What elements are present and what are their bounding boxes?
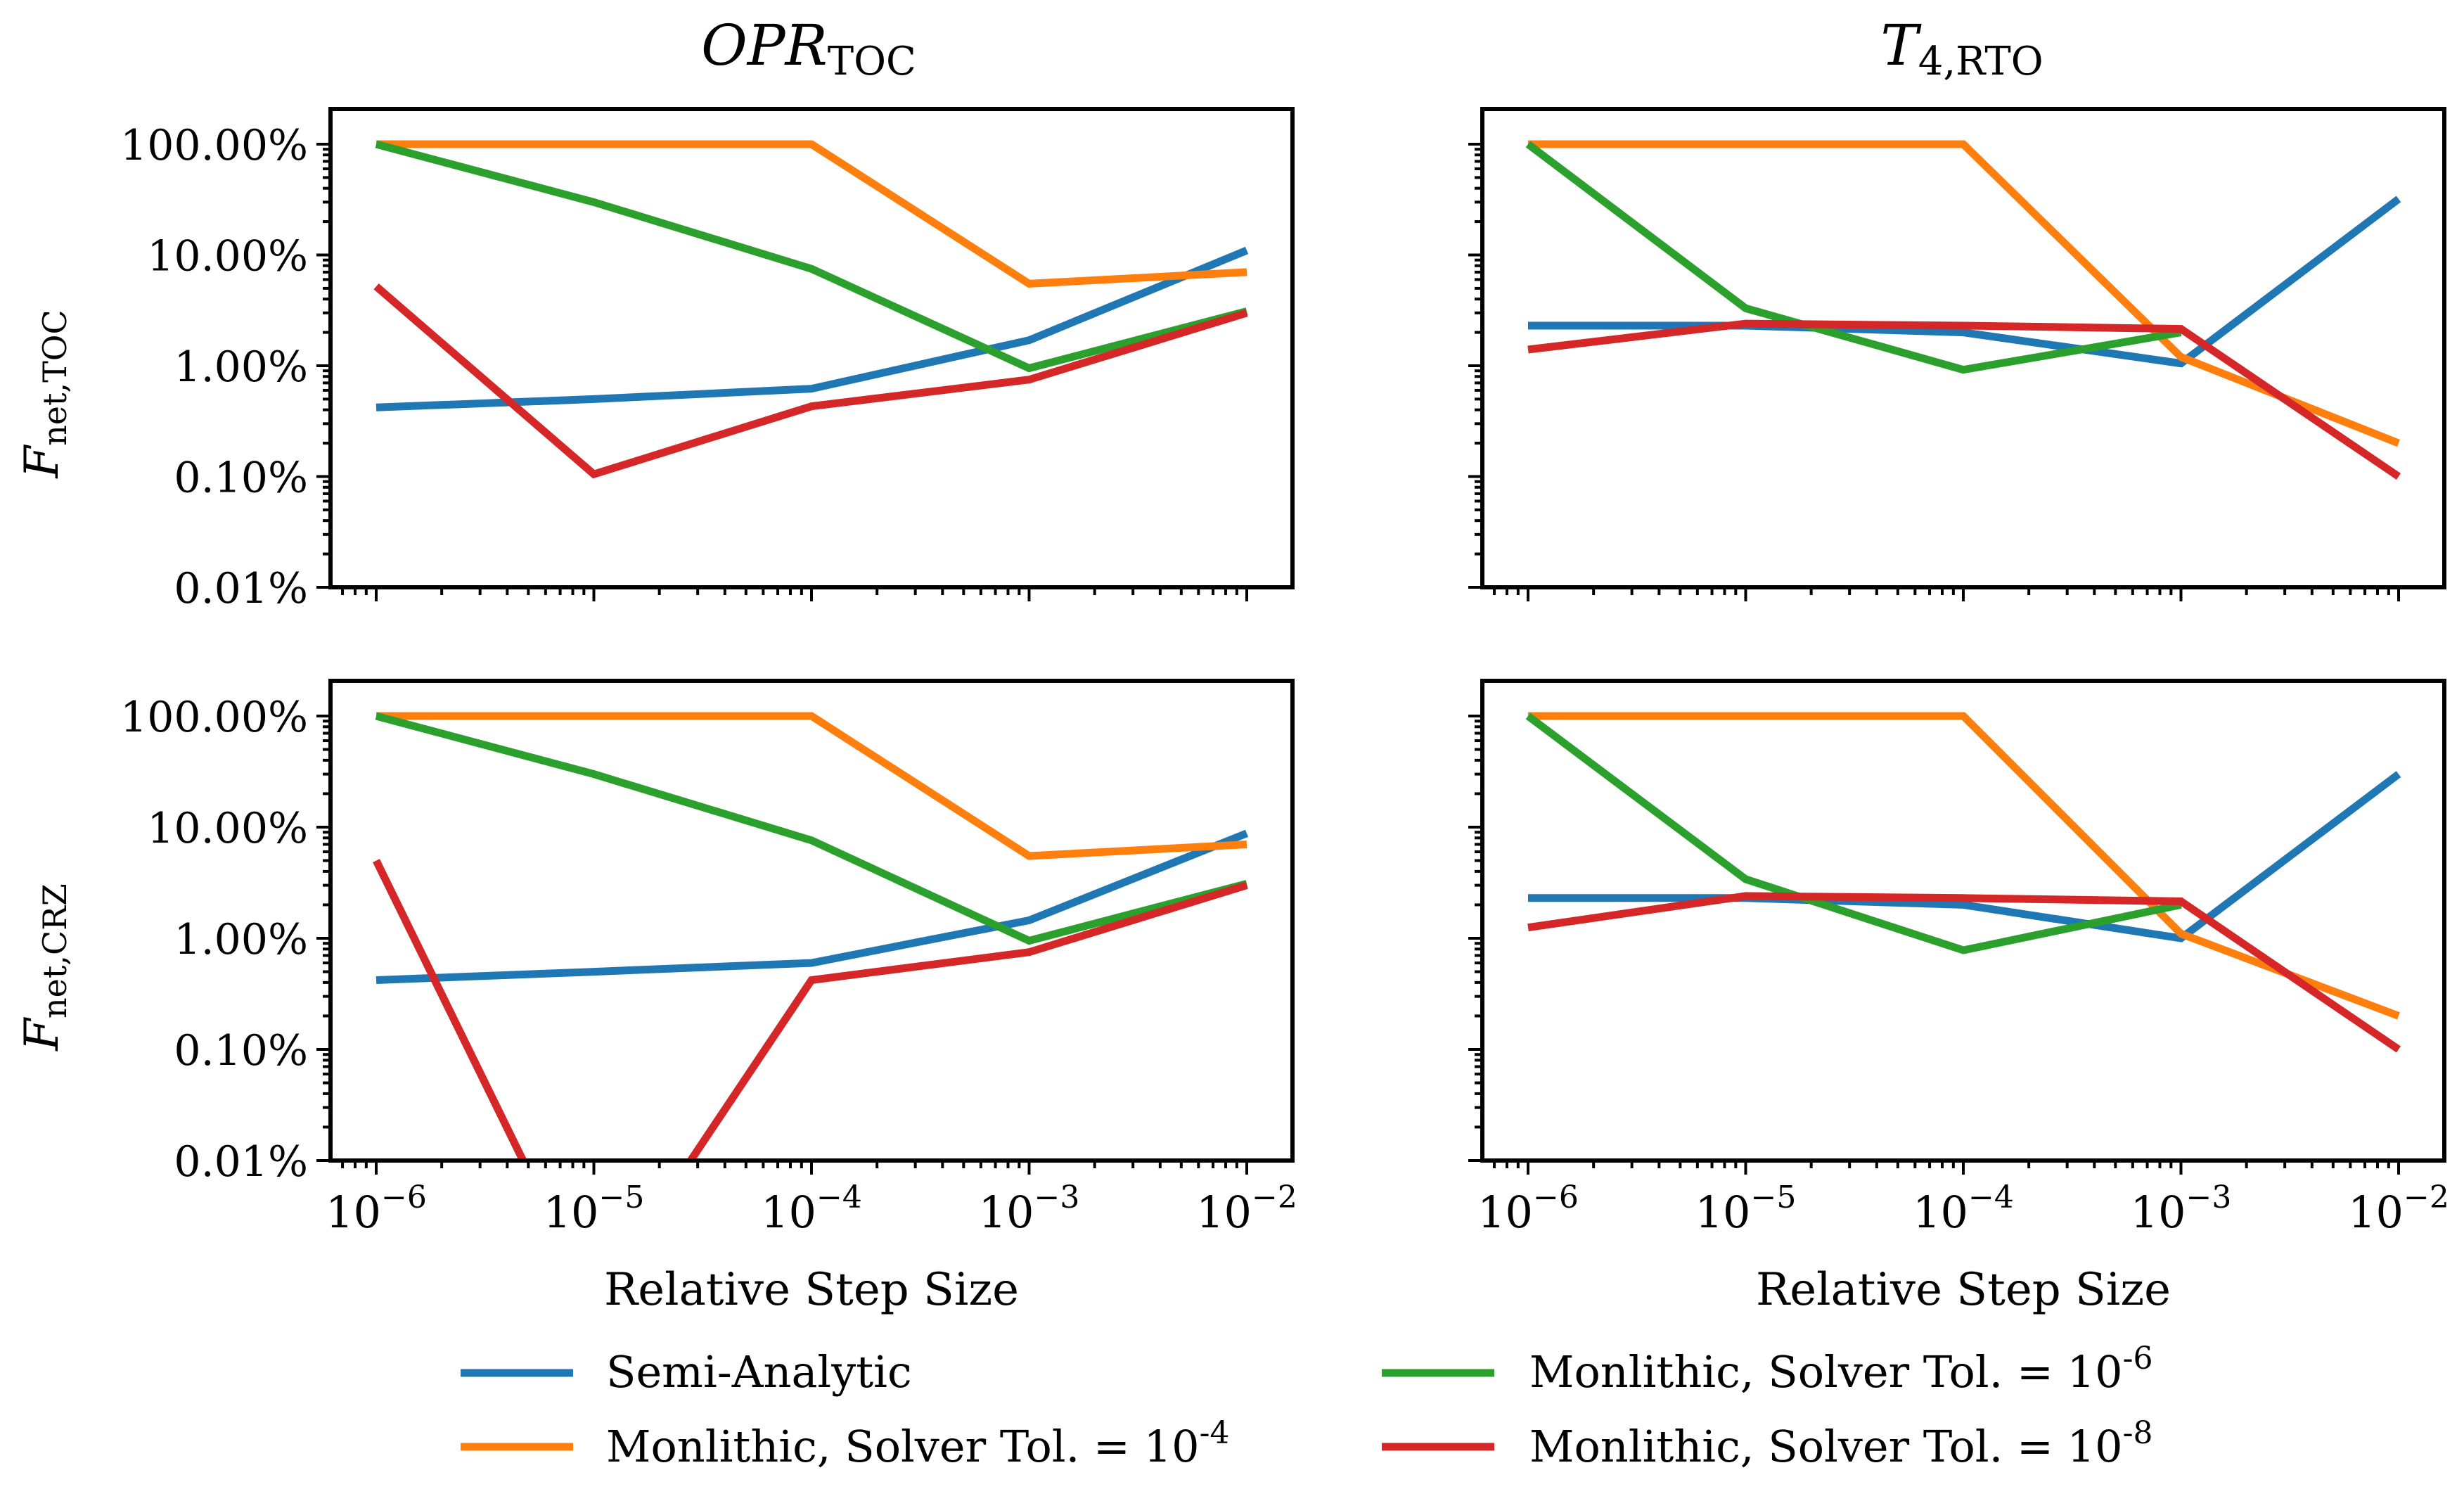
- x-axis-label-left: Relative Step Size: [604, 1264, 1019, 1316]
- series-group: [373, 712, 1249, 1161]
- axes-frame: [328, 107, 1295, 589]
- series-line-semi-analytic: [376, 829, 1249, 984]
- panel-t4-rto-fnet-toc: [1468, 107, 2446, 601]
- series-line-semi-analytic: [376, 246, 1249, 411]
- x-tick-label: 10−5: [1695, 1180, 1797, 1238]
- axes-frame: [1480, 107, 2446, 589]
- panel-t4-rto-fnet-crz: 10−6 10−5 10−4 10−3 10−2: [1468, 679, 2449, 1238]
- series-line-semi-analytic: [1528, 771, 2401, 942]
- x-tick-label: 10−4: [761, 1180, 862, 1238]
- series-line-tol-1e-4: [376, 712, 1247, 860]
- legend: Semi-Analytic Monlithic, Solver Tol. = 1…: [461, 1341, 2152, 1472]
- series-group: [373, 140, 1249, 479]
- series-line-semi-analytic: [1528, 196, 2401, 368]
- y-tick-label: 1.00%: [174, 915, 308, 964]
- axes-frame: [1480, 679, 2446, 1163]
- x-tick-label: 10−6: [1477, 1180, 1579, 1238]
- y-axis-label-top: Fnet,TOC: [15, 309, 74, 478]
- x-tick-label: 10−3: [2131, 1180, 2232, 1238]
- series-group: [1525, 140, 2401, 480]
- series-line-tol-1e-8: [373, 283, 1248, 479]
- series-line-tol-1e-4: [1528, 140, 2401, 447]
- y-axis-label-bottom: Fnet,CRZ: [15, 883, 74, 1052]
- series-group: [1525, 712, 2401, 1053]
- x-tick-label: 10−6: [326, 1180, 427, 1238]
- panel-opr-toc-fnet-crz: 100.00% 10.00% 1.00% 0.10% 0.01% 10−6 10−5 10−4…: [120, 679, 1297, 1238]
- series-line-tol-1e-6: [375, 712, 1248, 945]
- series-line-tol-1e-4: [376, 140, 1247, 288]
- series-line-tol-1e-6: [1525, 141, 2182, 374]
- legend-label-tol-1e-8: Monlithic, Solver Tol. = 10-8: [1529, 1415, 2152, 1472]
- panel-title-t4-rto: T4,RTO: [1880, 13, 2043, 84]
- y-tick-label: 0.01%: [174, 1137, 308, 1187]
- y-tick-label: 0.01%: [174, 564, 308, 613]
- series-line-tol-1e-6: [375, 140, 1248, 373]
- panel-opr-toc-fnet-toc: 100.00% 10.00% 1.00% 0.10% 0.01%: [120, 107, 1295, 613]
- x-tick-label: 10−2: [2348, 1180, 2449, 1238]
- y-tick-label: 0.10%: [174, 454, 308, 503]
- series-line-tol-1e-6: [1525, 712, 2182, 954]
- series-line-tol-1e-8: [1527, 892, 2401, 1053]
- x-tick-label: 10−4: [1913, 1180, 2014, 1238]
- series-line-tol-1e-8: [1527, 319, 2401, 480]
- series-line-tol-1e-8: [373, 859, 1248, 1161]
- legend-label-tol-1e-6: Monlithic, Solver Tol. = 10-6: [1529, 1341, 2152, 1398]
- series-line-tol-1e-4: [1528, 712, 2400, 1020]
- x-axis-label-right: Relative Step Size: [1756, 1264, 2171, 1316]
- y-tick-label: 10.00%: [147, 804, 308, 853]
- axes-frame: [328, 679, 1295, 1163]
- x-tick-label: 10−2: [1196, 1180, 1297, 1238]
- legend-label-semi-analytic: Semi-Analytic: [606, 1346, 912, 1398]
- y-tick-label: 10.00%: [147, 232, 308, 281]
- y-tick-label: 1.00%: [174, 343, 308, 392]
- legend-label-tol-1e-4: Monlithic, Solver Tol. = 10-4: [606, 1415, 1229, 1472]
- y-tick-label: 100.00%: [120, 121, 308, 170]
- y-tick-label: 100.00%: [120, 693, 308, 742]
- y-tick-label: 0.10%: [174, 1026, 308, 1075]
- x-tick-label: 10−5: [544, 1180, 645, 1238]
- panel-title-opr-toc: OPRTOC: [701, 13, 916, 84]
- x-tick-label: 10−3: [979, 1180, 1080, 1238]
